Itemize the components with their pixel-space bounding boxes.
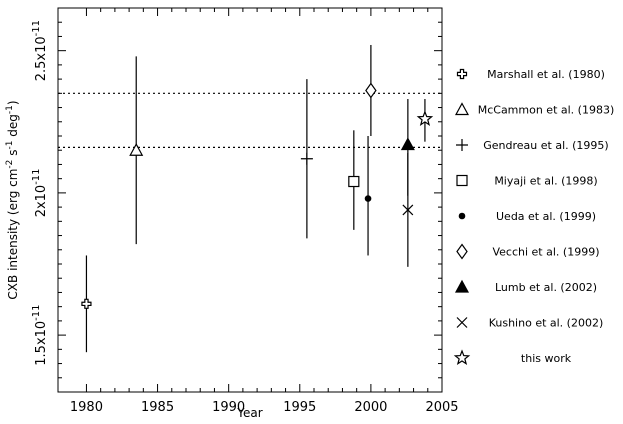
legend-marker-8-shape (456, 317, 468, 328)
data-point-2 (129, 142, 144, 156)
legend-marker-6-shape (456, 243, 468, 260)
legend-marker-4 (456, 174, 468, 187)
data-point-3-shape (300, 152, 313, 165)
data-point-1-shape (81, 298, 92, 309)
legend: Marshall et al. (1980) McCammon et al. (1… (453, 68, 615, 366)
data-point-6-shape (365, 82, 377, 99)
data-point-8 (402, 204, 414, 216)
axes: 1980 1985 1990 1995 2000 2005 1.5x10-11 2x10-11… (5, 7, 459, 420)
legend-marker-7-shape (454, 279, 470, 293)
legend-marker-9 (453, 349, 471, 366)
legend-marker-3-shape (456, 139, 468, 151)
data-point-4-shape (348, 175, 360, 188)
legend-marker-1-shape (456, 68, 468, 80)
x-tick-label: 1985 (141, 400, 174, 415)
legend-label-1: Marshall et al. (1980) (487, 68, 605, 81)
legend-marker-2-shape (454, 102, 470, 116)
x-tick-label: 2005 (425, 400, 458, 415)
data-point-2-shape (129, 142, 144, 156)
legend-label-3: Gendreau et al. (1995) (483, 139, 608, 152)
x-tick-label: 1995 (283, 400, 316, 415)
data-point-5-shape (364, 195, 372, 202)
legend-label-9: this work (521, 352, 572, 365)
data-point-5 (364, 195, 372, 202)
data-point-6 (365, 82, 377, 99)
legend-marker-1 (456, 68, 468, 80)
y-tick-label: 1.5x10-11 (31, 304, 49, 365)
legend-label-8: Kushino et al. (2002) (489, 317, 604, 330)
data-point-1 (81, 298, 92, 309)
x-axis-title: Year (236, 406, 262, 420)
legend-label-6: Vecchi et al. (1999) (492, 246, 599, 259)
data-point-7-shape (400, 137, 415, 151)
y-tick-label: 2.5x10-11 (31, 20, 49, 81)
data-point-8-shape (402, 204, 414, 216)
data-point-9 (416, 110, 434, 126)
legend-label-7: Lumb et al. (2002) (495, 281, 597, 294)
legend-marker-3 (456, 139, 468, 151)
plot-frame (57, 7, 443, 393)
legend-marker-7 (454, 279, 470, 293)
legend-label-4: Miyaji et al. (1998) (494, 175, 597, 188)
legend-label-5: Ueda et al. (1999) (496, 210, 596, 223)
data-point-4 (348, 175, 360, 188)
data-point-9-shape (416, 110, 434, 126)
data-point-7 (400, 137, 415, 151)
legend-marker-8 (456, 317, 468, 328)
legend-marker-2 (454, 102, 470, 116)
data-point-3 (300, 152, 313, 165)
legend-marker-5-shape (458, 212, 466, 220)
y-axis-title: CXB intensity (erg cm-2 s-1 deg-1) (5, 100, 20, 299)
legend-label-2: McCammon et al. (1983) (478, 104, 615, 117)
x-tick-label: 2000 (354, 400, 387, 415)
x-tick-label: 1990 (212, 400, 245, 415)
legend-marker-5 (458, 212, 466, 220)
x-tick-label: 1980 (70, 400, 103, 415)
plot-area (58, 44, 442, 353)
legend-marker-6 (456, 243, 468, 260)
y-tick-label: 2x10-11 (31, 168, 49, 217)
legend-marker-9-shape (453, 349, 471, 366)
legend-marker-4-shape (456, 174, 468, 187)
